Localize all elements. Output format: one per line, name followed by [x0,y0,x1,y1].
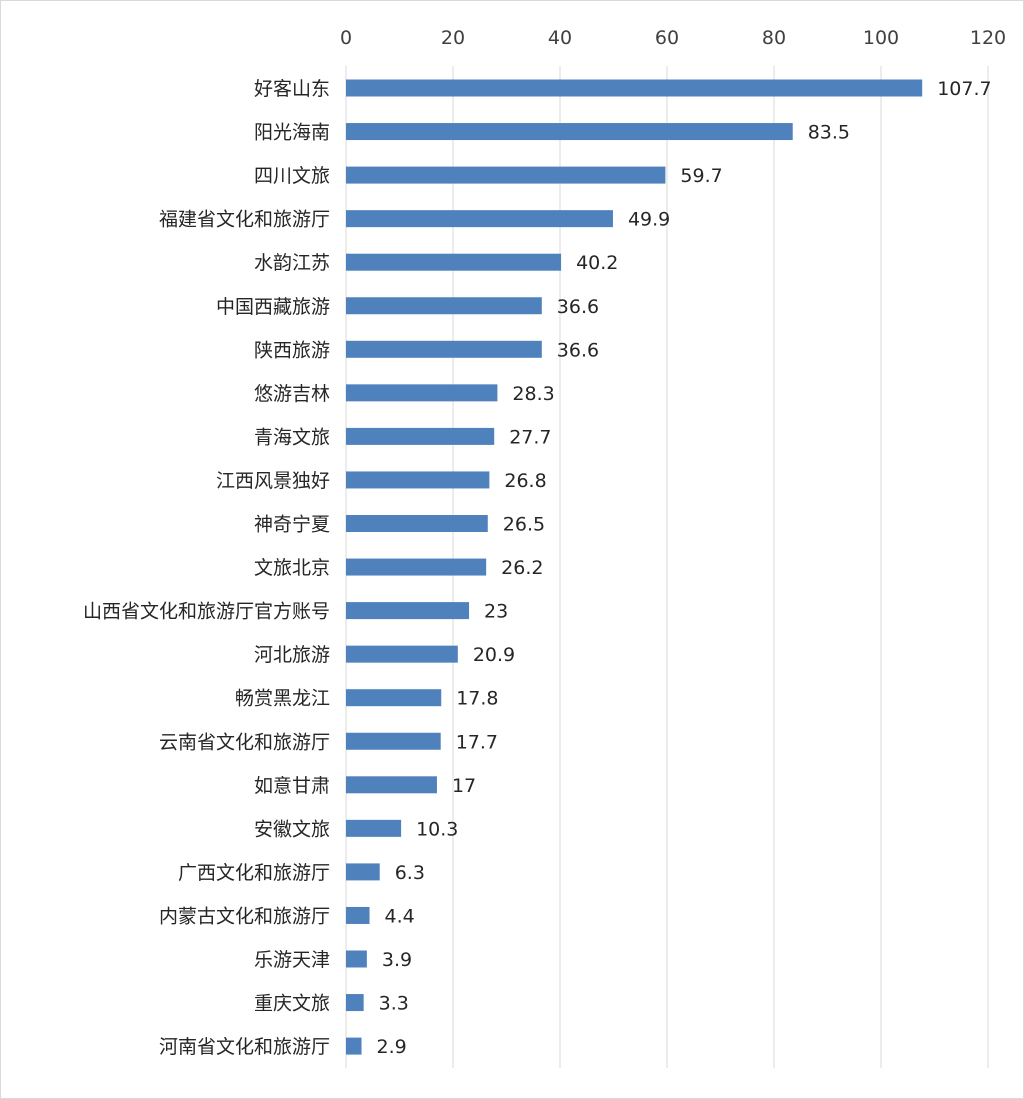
bar [346,253,562,271]
category-label: 文旅北京 [254,557,330,579]
value-label: 26.8 [504,470,546,492]
value-label: 36.6 [557,339,599,361]
value-label: 23 [484,601,508,623]
value-label: 20.9 [473,644,515,666]
category-label: 福建省文化和旅游厅 [159,209,330,231]
x-tick-label: 80 [762,27,786,49]
value-label: 3.3 [379,993,409,1015]
bar [346,297,542,315]
value-label: 36.6 [557,296,599,318]
value-label: 17.8 [456,688,498,710]
value-label: 26.2 [501,557,543,579]
category-label: 悠游吉林 [254,383,330,405]
value-label: 2.9 [377,1036,407,1058]
bar [346,471,490,489]
bar [346,79,923,97]
bar [346,994,364,1012]
value-label: 49.9 [628,209,670,231]
bar [346,906,370,924]
bar [346,166,666,184]
category-label: 内蒙古文化和旅游厅 [159,905,330,927]
bar [346,210,613,228]
value-label: 107.7 [937,78,991,100]
bar [346,602,470,620]
category-labels: 好客山东阳光海南四川文旅福建省文化和旅游厅水韵江苏中国西藏旅游陕西旅游悠游吉林青… [83,78,330,1058]
value-label: 10.3 [416,818,458,840]
category-label: 重庆文旅 [254,993,330,1015]
value-labels: 107.783.559.749.940.236.636.628.327.726.… [377,78,992,1058]
category-label: 江西风景独好 [216,470,330,492]
x-tick-label: 100 [863,27,899,49]
category-label: 中国西藏旅游 [216,296,330,318]
bar [346,384,498,402]
category-label: 好客山东 [254,78,330,100]
x-tick-label: 120 [970,27,1006,49]
x-axis-ticks: 0 20 40 60 80 100 120 [340,27,1006,49]
value-label: 6.3 [395,862,425,884]
bar [346,427,495,445]
value-label: 59.7 [680,165,722,187]
bar [346,1037,362,1055]
category-label: 河南省文化和旅游厅 [159,1036,330,1058]
value-label: 28.3 [512,383,554,405]
gridlines [345,66,989,1068]
value-label: 27.7 [509,426,551,448]
category-label: 广西文化和旅游厅 [178,862,330,884]
bar [346,776,437,794]
category-label: 山西省文化和旅游厅官方账号 [83,601,330,623]
value-label: 83.5 [808,122,850,144]
category-label: 云南省文化和旅游厅 [159,731,330,753]
category-label: 陕西旅游 [254,339,330,361]
category-label: 如意甘肃 [254,775,330,797]
category-label: 青海文旅 [254,426,330,448]
x-tick-label: 40 [548,27,572,49]
value-label: 17 [452,775,476,797]
category-label: 乐游天津 [254,949,330,971]
category-label: 阳光海南 [254,122,330,144]
x-tick-label: 20 [441,27,465,49]
category-label: 水韵江苏 [254,252,330,274]
bar [346,689,442,707]
x-tick-label: 60 [655,27,679,49]
bar [346,863,380,881]
bar [346,123,793,141]
bars [346,79,923,1055]
category-label: 河北旅游 [254,644,330,666]
bar [346,340,542,358]
bar [346,732,441,750]
value-label: 40.2 [576,252,618,274]
x-tick-label: 0 [340,27,352,49]
bar [346,515,488,532]
category-label: 安徽文旅 [254,818,330,840]
category-label: 畅赏黑龙江 [235,688,330,710]
value-label: 17.7 [456,731,498,753]
value-label: 26.5 [503,514,545,536]
bar [346,819,402,837]
bar [346,645,458,663]
value-label: 4.4 [385,905,415,927]
bar [346,950,367,968]
value-label: 3.9 [382,949,412,971]
category-label: 四川文旅 [254,165,330,187]
category-label: 神奇宁夏 [254,514,330,536]
bar [346,558,487,576]
